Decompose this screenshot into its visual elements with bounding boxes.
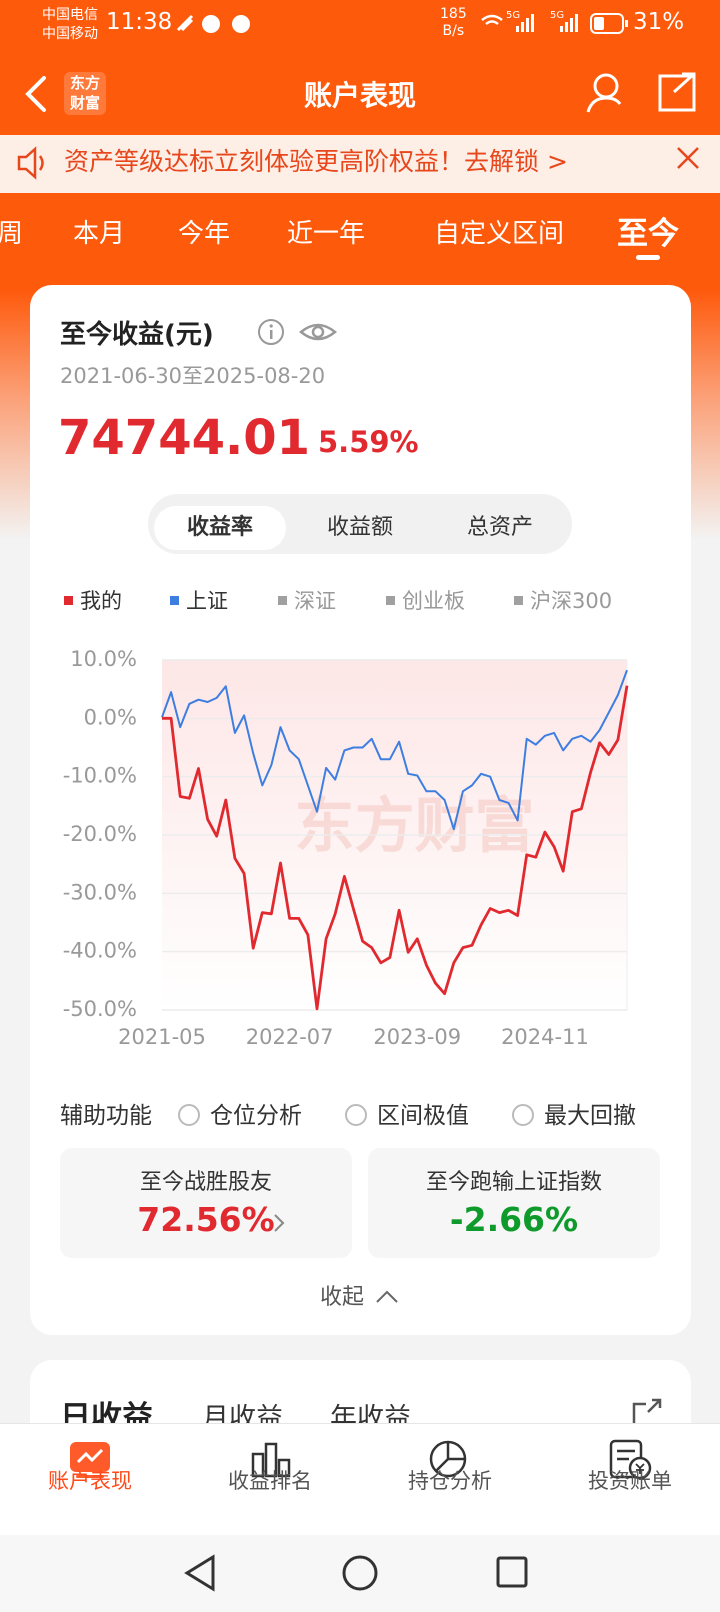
page-title: 账户表现: [303, 79, 416, 112]
period-tab[interactable]: 近一年: [286, 219, 366, 249]
period-tab[interactable]: 周: [0, 219, 24, 249]
network: 5G: [506, 10, 521, 21]
aux-label: 辅助功能: [60, 1103, 152, 1129]
y-tick-label: -20.0%: [63, 822, 137, 846]
x-tick-label: 2021-05: [118, 1025, 206, 1049]
period-tab[interactable]: 本月: [72, 219, 126, 249]
stat-value: -2.66%: [449, 1200, 579, 1239]
y-tick-label: 0.0%: [84, 705, 137, 729]
x-tick-label: 2023-09: [373, 1025, 461, 1049]
toggle: 收益率 收益额 总资产: [148, 494, 572, 554]
watermark: 东方财富: [295, 792, 535, 862]
speed: 185: [440, 6, 467, 22]
y-tick-label: -40.0%: [63, 939, 137, 963]
nav-icon: [609, 1439, 652, 1480]
carriers: 中国电信 中国移动: [42, 6, 98, 44]
nav-icon: [251, 1442, 291, 1478]
speaker-icon: [17, 146, 44, 180]
y-tick-label: 10.0%: [70, 647, 137, 671]
net-speed: 185 B/s: [440, 6, 467, 40]
logo-text: 东方: [69, 74, 100, 92]
period-tab[interactable]: 今年: [177, 219, 231, 249]
chevron: [274, 1214, 285, 1232]
nav-label[interactable]: 账户表现: [48, 1469, 132, 1493]
x-tick-label: 2024-11: [501, 1025, 589, 1049]
info-eye-icons[interactable]: [256, 316, 346, 348]
stat-label: 至今跑输上证指数: [425, 1170, 602, 1195]
aux-option[interactable]: 区间极值: [345, 1096, 469, 1130]
legend-swatch: [386, 596, 395, 605]
battery: 31%: [633, 9, 685, 35]
legend-swatch: [278, 596, 287, 605]
close-button[interactable]: [675, 145, 701, 171]
nav-icon: [429, 1440, 467, 1478]
aux-option[interactable]: 最大回撤: [512, 1096, 636, 1130]
x-tick-label: 2022-07: [246, 1025, 334, 1049]
legend-label: 创业板: [402, 590, 465, 613]
stat-value: 72.56%: [137, 1200, 275, 1239]
network: 5G: [550, 10, 565, 21]
collapse[interactable]: 收起: [320, 1279, 400, 1311]
profit-amount: 74744.01: [58, 410, 311, 466]
legend-label: 沪深300: [530, 590, 612, 613]
banner-text[interactable]: 资产等级达标立刻体验更高阶权益！去解锁 >: [64, 147, 568, 176]
aux-option-text[interactable]: 区间极值: [377, 1103, 469, 1129]
back-button[interactable]: [22, 74, 52, 114]
toggle-option[interactable]: 收益额: [326, 515, 393, 540]
legend-swatch: [170, 596, 179, 605]
chart: 东方财富 10.0% 0.0% -10.0% -20.0% -30.0% -40.0% -50…: [63, 590, 629, 1049]
stat-box[interactable]: 至今战胜股友 72.56%: [60, 1148, 352, 1258]
legend-label: 深证: [294, 590, 336, 613]
profit-return: 5.59%: [318, 425, 419, 459]
battery-icon: [590, 13, 628, 34]
legend-label: 我的: [80, 590, 122, 613]
collapse-text[interactable]: 收起: [320, 1285, 365, 1310]
y-tick-label: -30.0%: [63, 880, 137, 904]
banner[interactable]: [0, 135, 720, 193]
aux-option-text[interactable]: 最大回撤: [544, 1103, 636, 1129]
aux-option-text[interactable]: 仓位分析: [210, 1103, 302, 1129]
summary-title: 至今收益(元): [60, 320, 214, 350]
y-tick-label: -10.0%: [63, 764, 137, 788]
nav-label[interactable]: 投资账单: [588, 1469, 672, 1493]
stat-box: 至今跑输上证指数 -2.66%: [368, 1148, 660, 1258]
nav-label[interactable]: 收益排名: [228, 1469, 312, 1493]
carrier: 中国移动: [42, 26, 98, 42]
legend-swatch: [514, 596, 523, 605]
status-icons: [176, 14, 250, 33]
logo-text: 财富: [69, 94, 100, 112]
aux-option[interactable]: 仓位分析: [178, 1096, 302, 1130]
system-nav: [0, 1535, 720, 1612]
nav-label[interactable]: 持仓分析: [408, 1469, 492, 1493]
share-icon[interactable]: [630, 1396, 664, 1426]
period-tab[interactable]: 至今: [617, 216, 679, 252]
tab-indicator: [636, 255, 660, 260]
logo: 东方 财富: [64, 72, 106, 115]
tab-bar: [0, 1423, 720, 1536]
legend-swatch: [64, 596, 73, 605]
legend-label: 上证: [186, 590, 228, 613]
y-tick-label: -50.0%: [63, 997, 137, 1021]
stat-label: 至今战胜股友: [139, 1170, 272, 1195]
date-range: 2021-06-30至2025-08-20: [60, 364, 326, 388]
speed-unit: B/s: [442, 23, 465, 39]
carrier: 中国电信: [42, 7, 98, 23]
toggle-option[interactable]: 总资产: [466, 515, 533, 540]
toggle-option[interactable]: 收益率: [154, 506, 286, 550]
signal-icons: [481, 14, 578, 32]
time: 11:38: [106, 9, 173, 35]
series-line: [161, 669, 628, 831]
chevron-up: [376, 1290, 398, 1303]
header-icons: [586, 72, 696, 113]
system-buttons[interactable]: [180, 1553, 540, 1593]
series-line: [162, 685, 629, 1011]
nav-icon: [70, 1442, 110, 1478]
period-tab[interactable]: 自定义区间: [433, 219, 565, 249]
